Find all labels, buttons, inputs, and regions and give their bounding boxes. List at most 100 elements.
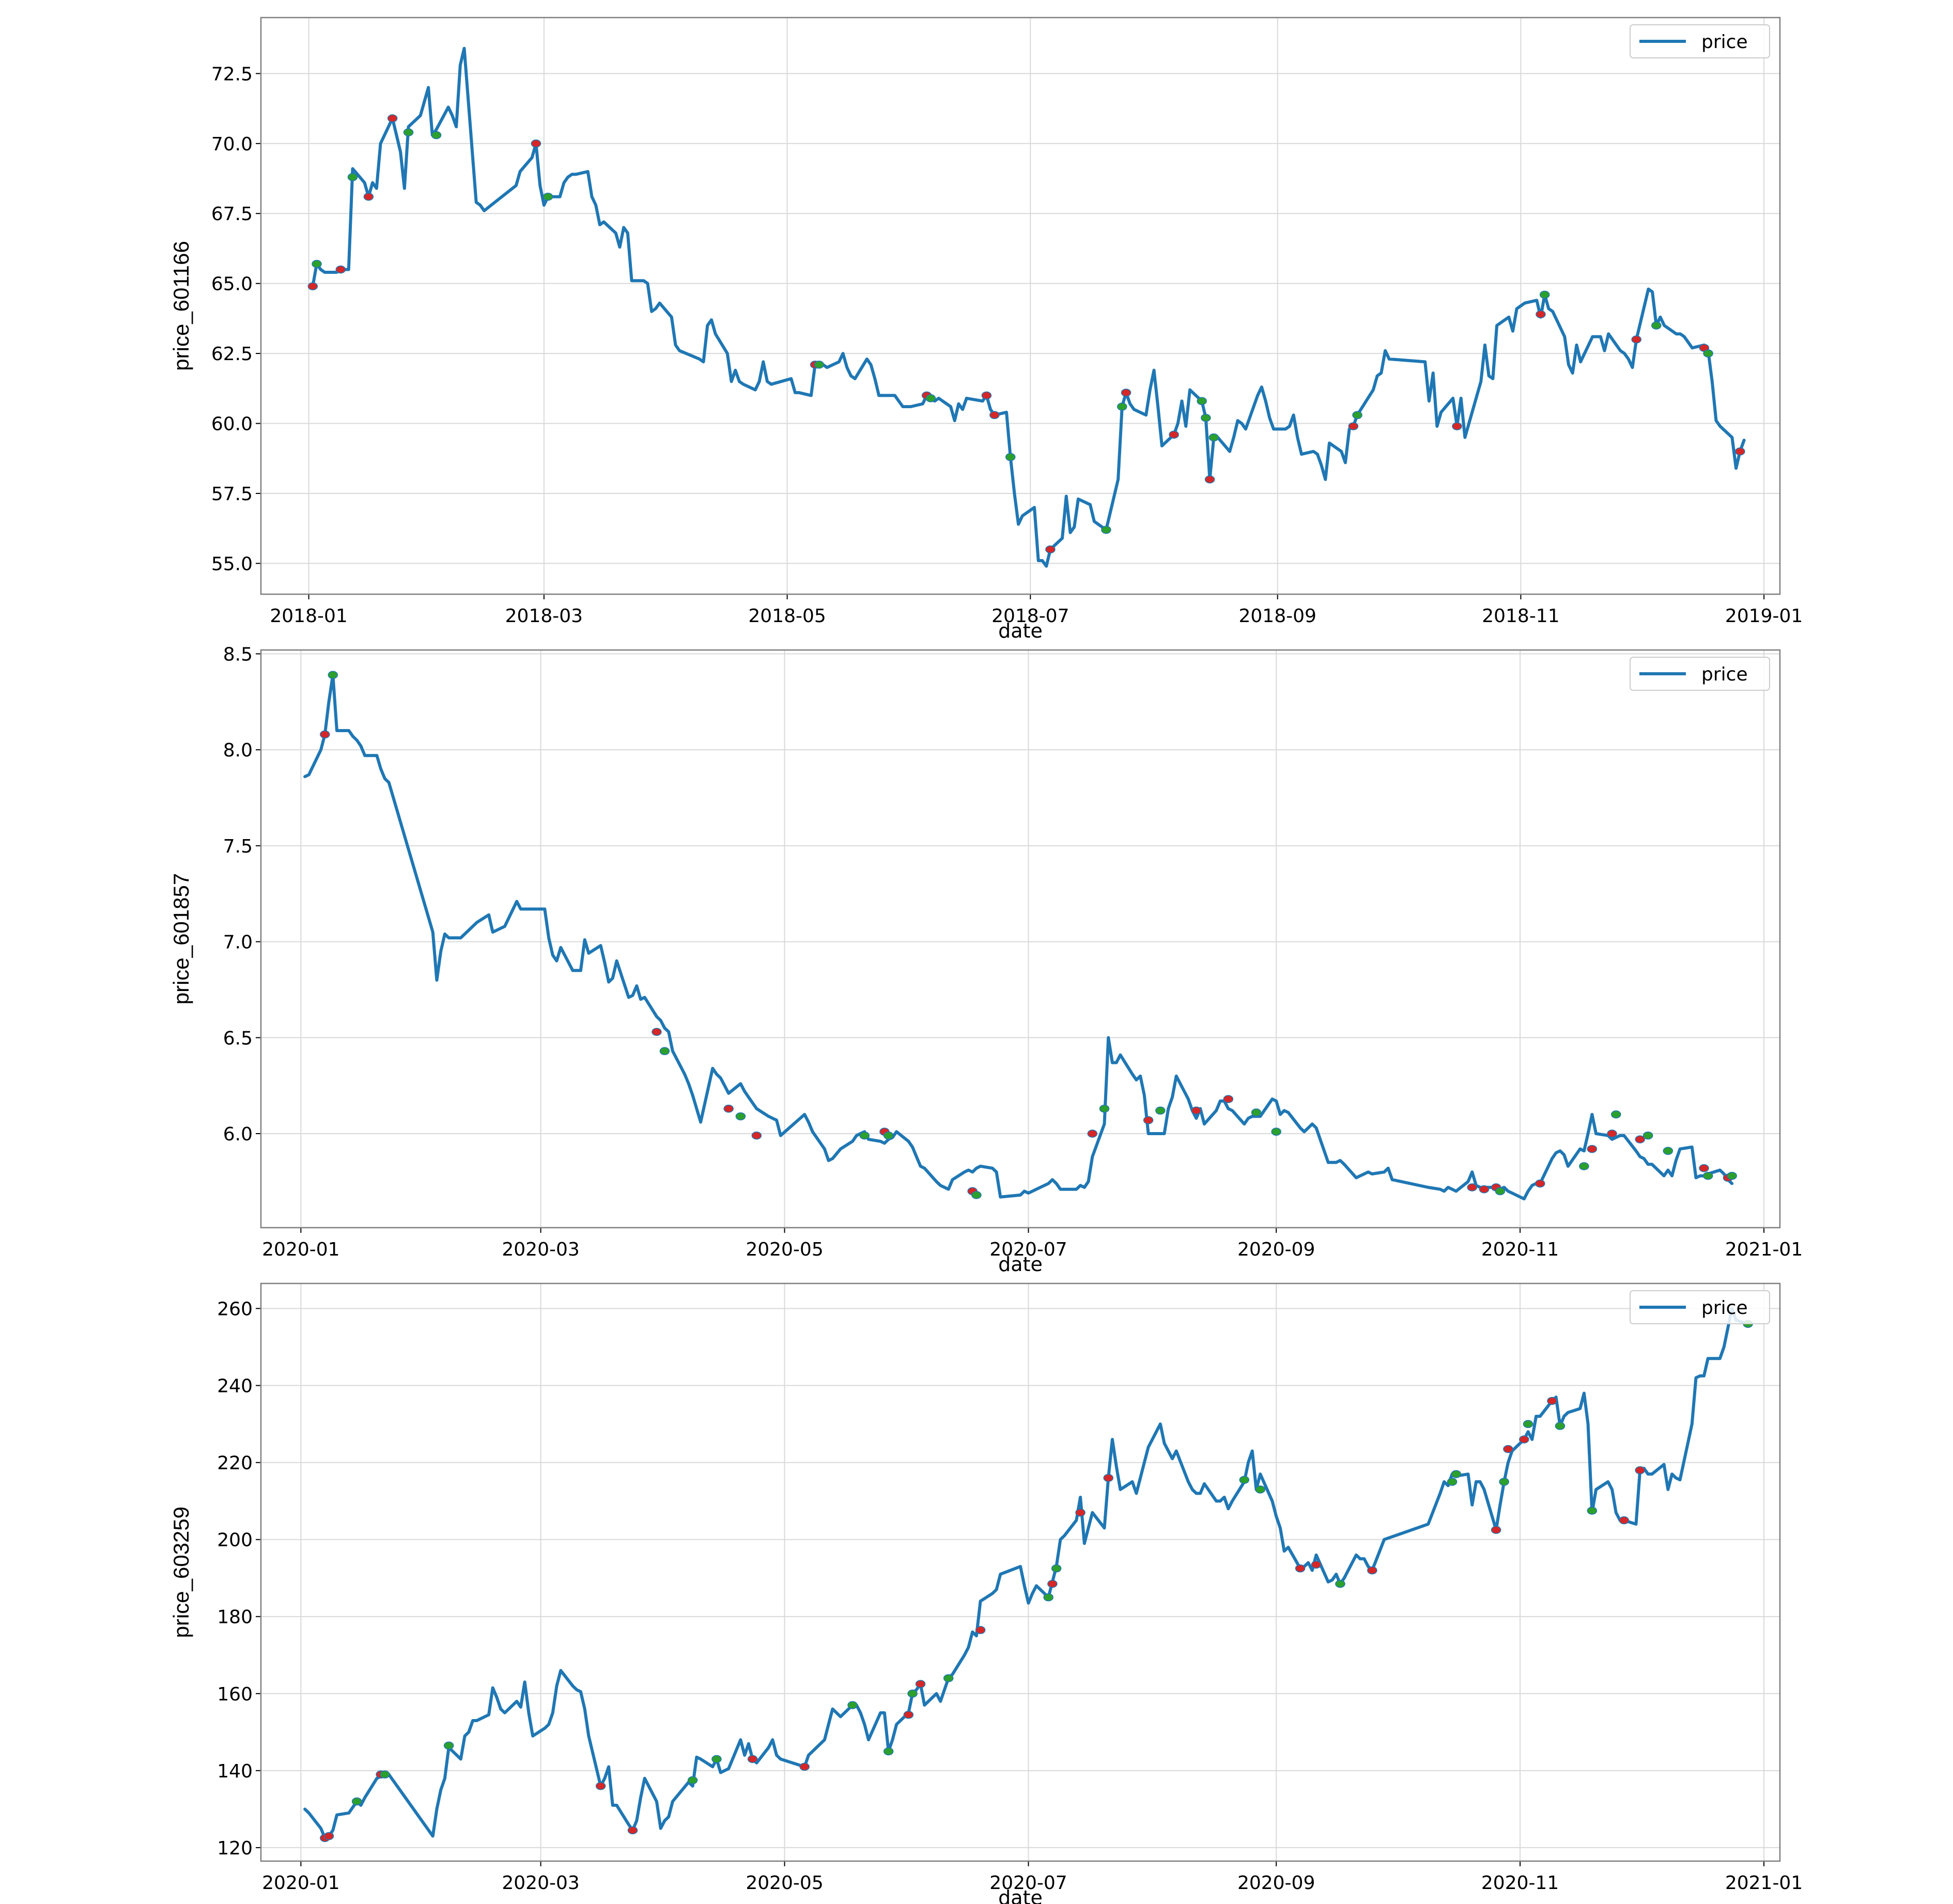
buy-marker [347, 173, 358, 181]
sell-marker [1607, 1129, 1617, 1138]
sell-marker [1045, 545, 1056, 554]
x-tick-label: 2020-01 [262, 1239, 339, 1260]
sell-marker [627, 1826, 638, 1835]
sell-marker [1735, 447, 1745, 456]
x-tick-label: 2020-07 [989, 1239, 1067, 1260]
sell-marker [1103, 1474, 1113, 1482]
sell-marker [323, 1832, 334, 1840]
sell-marker [1535, 1179, 1545, 1188]
buy-marker [883, 1747, 894, 1756]
price-line [311, 47, 1746, 568]
y-tick-label: 140 [217, 1761, 253, 1782]
buy-marker [312, 259, 322, 268]
sell-marker [1367, 1566, 1377, 1575]
buy-marker [1255, 1485, 1265, 1494]
x-tick-label: 2020-03 [502, 1239, 579, 1260]
sell-marker [1547, 1397, 1557, 1405]
legend-box [1630, 657, 1770, 691]
buy-marker [1155, 1106, 1166, 1115]
sell-marker [981, 391, 992, 400]
y-tick-label: 180 [217, 1607, 253, 1628]
legend-label: price [1701, 664, 1748, 685]
y-tick-label: 57.5 [211, 484, 253, 505]
sell-marker [1631, 335, 1641, 344]
y-axis-label: price_603259 [169, 1507, 193, 1638]
axes-frame [260, 17, 1781, 595]
buy-marker [1197, 397, 1207, 405]
y-tick-label: 7.5 [223, 836, 253, 857]
buy-marker [443, 1741, 454, 1750]
sell-marker [1452, 422, 1462, 430]
sell-marker [1143, 1116, 1154, 1124]
buy-marker [1239, 1476, 1250, 1484]
sell-marker [799, 1762, 810, 1771]
buy-marker [1587, 1506, 1598, 1515]
sell-marker [903, 1711, 914, 1719]
y-tick-label: 120 [217, 1838, 253, 1859]
sell-marker [1635, 1466, 1645, 1475]
buy-marker [735, 1112, 746, 1121]
sell-marker [531, 140, 541, 148]
legend-label: price [1701, 32, 1748, 53]
legend-label: price [1701, 1297, 1748, 1319]
y-tick-label: 6.5 [223, 1028, 253, 1049]
sell-marker [1087, 1129, 1098, 1138]
sell-marker [1479, 1185, 1490, 1194]
buy-marker [1451, 1470, 1462, 1478]
y-tick-label: 72.5 [211, 64, 253, 85]
buy-marker [1499, 1478, 1509, 1486]
buy-marker [1703, 349, 1713, 358]
buy-marker [1051, 1564, 1062, 1573]
sell-marker [915, 1680, 926, 1688]
buy-marker [380, 1770, 390, 1779]
x-tick-label: 2019-01 [1725, 606, 1803, 627]
buy-marker [847, 1701, 858, 1709]
buy-marker [1702, 1171, 1713, 1180]
buy-marker [659, 1047, 670, 1056]
sell-marker [652, 1028, 662, 1036]
sell-marker [1491, 1526, 1501, 1534]
buy-marker [1271, 1127, 1281, 1136]
buy-marker [1727, 1171, 1737, 1180]
legend: price [1630, 657, 1770, 691]
y-tick-label: 60.0 [211, 414, 253, 435]
chart-panel-price-601166: 2018-01 2018-03 2018-05 2018-07 2018-09 2018-… [169, 17, 1803, 642]
y-axis-label: price_601166 [169, 241, 193, 370]
buy-marker [1651, 321, 1662, 330]
sell-marker [1121, 389, 1132, 397]
buy-marker [1101, 525, 1111, 534]
buy-marker [971, 1191, 982, 1199]
sell-marker [363, 192, 374, 201]
buy-marker [1099, 1104, 1110, 1113]
sell-marker [1467, 1183, 1478, 1191]
sell-marker [1635, 1135, 1645, 1143]
sell-marker [1699, 1164, 1709, 1172]
sell-marker [307, 282, 318, 290]
x-tick-label: 2020-07 [989, 1872, 1067, 1894]
buy-marker [814, 361, 825, 369]
y-tick-label: 7.0 [223, 932, 253, 953]
buy-marker [1447, 1478, 1458, 1486]
sell-marker [1587, 1144, 1598, 1153]
x-tick-label: 2018-11 [1482, 606, 1559, 627]
buy-marker [1005, 453, 1016, 461]
x-axis-label: date [998, 620, 1043, 642]
buy-marker [1352, 411, 1362, 420]
x-tick-label: 2018-09 [1239, 606, 1316, 627]
sell-marker [387, 114, 398, 122]
buy-marker [1043, 1593, 1053, 1602]
price-line [303, 673, 1734, 1201]
sell-marker [1204, 475, 1215, 484]
x-tick-label: 2020-11 [1481, 1872, 1559, 1894]
buy-marker [1579, 1162, 1589, 1170]
y-tick-label: 160 [217, 1684, 253, 1705]
y-tick-label: 260 [217, 1298, 253, 1320]
sell-marker [1536, 310, 1546, 319]
axes-frame [260, 1282, 1781, 1862]
buy-marker [1539, 290, 1550, 299]
sell-marker [1191, 1106, 1202, 1115]
plot-area [261, 650, 1780, 1228]
buy-marker [1117, 403, 1127, 411]
x-tick-label: 2020-03 [502, 1872, 579, 1894]
